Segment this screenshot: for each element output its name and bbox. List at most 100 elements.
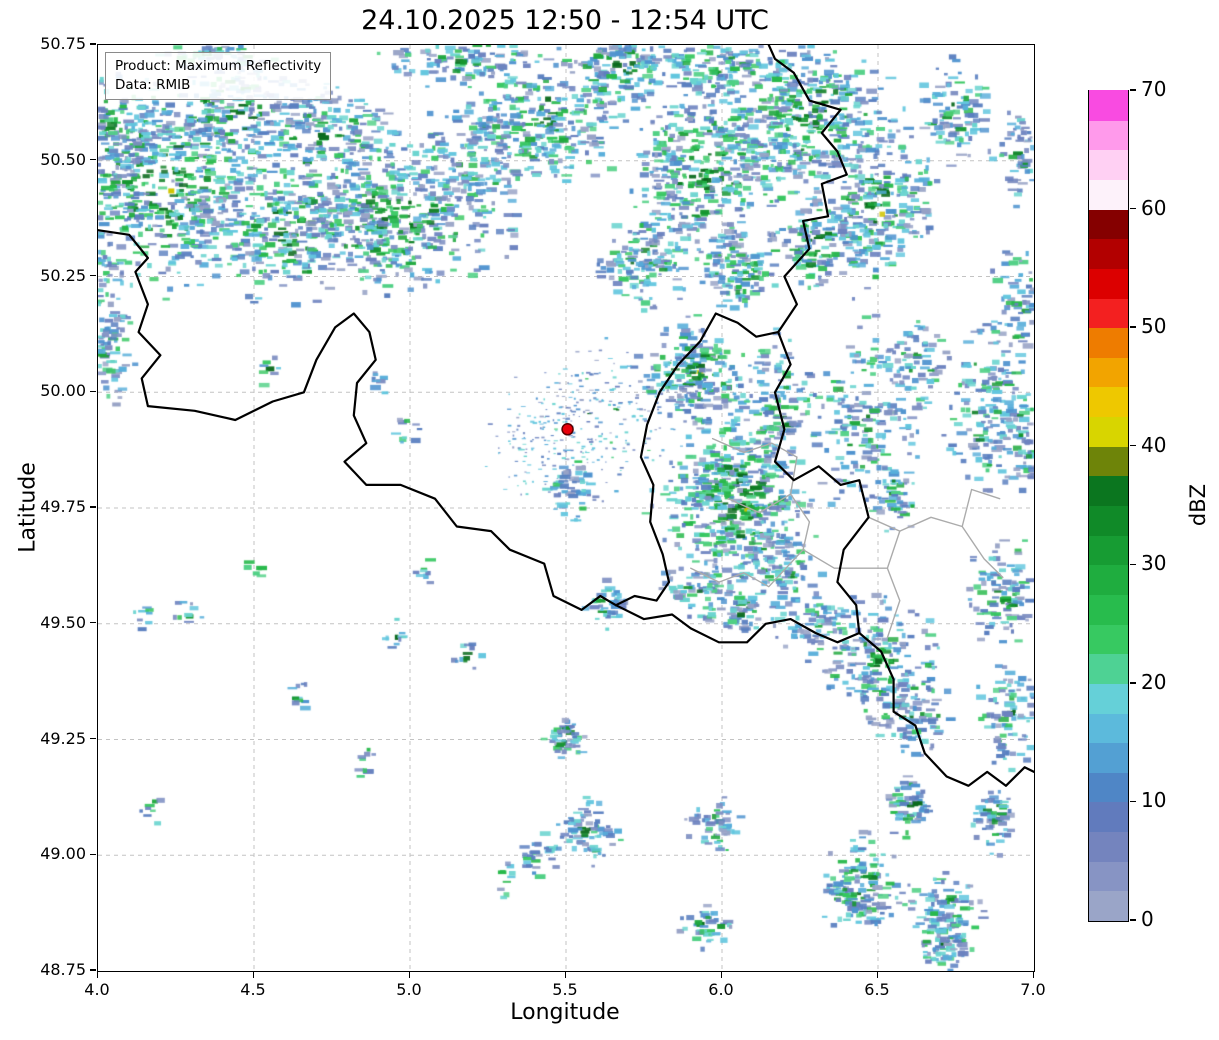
colorbar-tick-label: 40 — [1141, 432, 1167, 457]
y-tick-label: 49.50 — [40, 612, 86, 632]
colorbar-tick-mark — [1130, 445, 1136, 447]
y-tick-label: 50.50 — [40, 149, 86, 169]
colorbar-segment — [1089, 475, 1128, 506]
country-border — [614, 604, 1034, 787]
y-tick-mark — [90, 506, 96, 508]
y-tick-label: 49.25 — [40, 728, 86, 748]
colorbar-tick-label: 30 — [1141, 551, 1167, 576]
colorbar — [1088, 90, 1129, 922]
colorbar-tick-mark — [1130, 563, 1136, 565]
radar-echoes-layer — [98, 45, 1034, 971]
colorbar-segment — [1089, 386, 1128, 418]
region-border — [867, 516, 1004, 579]
y-tick-label: 49.00 — [40, 844, 86, 864]
colorbar-tick-label: 70 — [1141, 77, 1167, 101]
region-border — [727, 493, 792, 514]
colorbar-segment — [1089, 238, 1128, 269]
x-axis-label: Longitude — [510, 1000, 620, 1025]
colorbar-segment — [1089, 297, 1128, 329]
region-border — [802, 549, 889, 569]
colorbar-segment — [1089, 801, 1128, 833]
y-tick-label: 50.75 — [40, 34, 86, 53]
colorbar-segment — [1089, 179, 1128, 210]
colorbar-segment — [1089, 90, 1128, 121]
colorbar-segment — [1089, 890, 1128, 921]
colorbar-segment — [1089, 446, 1128, 477]
colorbar-segment — [1089, 208, 1128, 240]
colorbar-segment — [1089, 564, 1128, 595]
colorbar-segment — [1089, 327, 1128, 358]
y-tick-mark — [90, 390, 96, 392]
colorbar-segment — [1089, 120, 1128, 151]
x-tick-mark — [96, 972, 98, 978]
colorbar-segment — [1089, 268, 1128, 299]
colorbar-tick-mark — [1130, 207, 1136, 210]
colorbar-tick-label: 0 — [1141, 907, 1154, 931]
colorbar-segment — [1089, 861, 1128, 892]
colorbar-segment — [1089, 831, 1128, 862]
y-tick-mark — [90, 969, 96, 971]
x-tick-mark — [720, 972, 722, 978]
colorbar-segment — [1089, 149, 1128, 180]
x-tick-label: 4.0 — [84, 980, 110, 999]
x-tick-label: 5.5 — [552, 980, 578, 999]
colorbar-tick-mark — [1130, 919, 1136, 921]
colorbar-segment — [1089, 357, 1128, 388]
radar-site-marker — [561, 423, 574, 436]
x-tick-label: 5.0 — [396, 980, 422, 999]
colorbar-segment — [1089, 653, 1128, 684]
colorbar-tick-label: 20 — [1141, 669, 1167, 694]
country-border — [773, 331, 870, 635]
country-border — [614, 312, 780, 607]
x-tick-mark — [564, 972, 566, 978]
x-tick-mark — [252, 972, 254, 978]
x-tick-mark — [408, 972, 410, 978]
colorbar-label: dBZ — [1186, 483, 1210, 527]
country-border — [98, 229, 618, 612]
x-tick-label: 6.0 — [708, 980, 734, 999]
colorbar-tick-mark — [1130, 326, 1136, 328]
colorbar-tick-label: 10 — [1141, 788, 1167, 813]
colorbar-tick-label: 50 — [1141, 314, 1167, 339]
region-border — [711, 437, 798, 458]
colorbar-segment — [1089, 772, 1128, 803]
x-tick-label: 6.5 — [864, 980, 890, 999]
colorbar-segment — [1089, 623, 1128, 655]
data-source-line: Data: RMIB — [115, 76, 191, 93]
country-border — [767, 45, 848, 334]
region-border — [690, 549, 804, 588]
colorbar-segment — [1089, 505, 1128, 536]
y-tick-mark — [90, 737, 96, 740]
colorbar-segment — [1089, 683, 1128, 714]
colorbar-tick-mark — [1130, 682, 1136, 684]
y-tick-label: 48.75 — [40, 960, 86, 979]
colorbar-tick-mark — [1130, 800, 1136, 803]
y-axis-label: Latitude — [15, 462, 41, 553]
x-tick-mark — [1032, 972, 1034, 978]
y-tick-mark — [90, 159, 96, 161]
y-tick-label: 50.25 — [40, 265, 86, 285]
country-borders-layer — [98, 45, 1034, 787]
colorbar-tick-mark — [1130, 89, 1136, 91]
region-border — [789, 456, 811, 551]
x-tick-label: 4.5 — [240, 980, 266, 999]
y-tick-mark — [90, 43, 96, 45]
region-border — [961, 488, 1001, 528]
colorbar-tick-label: 60 — [1141, 195, 1167, 220]
y-tick-mark — [90, 622, 96, 624]
product-info-box: Product: Maximum Reflectivity Data: RMIB — [105, 52, 332, 100]
colorbar-segment — [1089, 416, 1128, 447]
x-tick-label: 7.0 — [1020, 980, 1046, 999]
product-line: Product: Maximum Reflectivity — [115, 58, 322, 74]
colorbar-segment — [1089, 535, 1128, 566]
colorbar-segment — [1089, 742, 1128, 773]
plot-area: Product: Maximum Reflectivity Data: RMIB — [97, 44, 1035, 972]
region-border — [886, 530, 901, 639]
y-tick-mark — [90, 274, 96, 277]
colorbar-segment — [1089, 712, 1128, 744]
x-tick-mark — [876, 972, 878, 978]
colorbar-segment — [1089, 594, 1128, 625]
y-tick-mark — [90, 853, 96, 855]
figure-title: 24.10.2025 12:50 - 12:54 UTC — [361, 5, 769, 36]
